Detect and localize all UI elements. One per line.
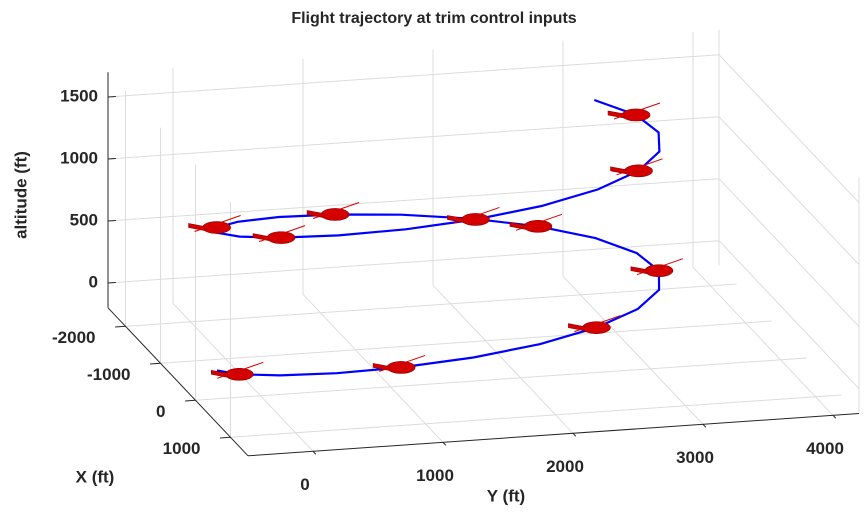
grid-line xyxy=(718,240,860,390)
grid-line xyxy=(125,283,737,327)
tick-mark xyxy=(572,432,577,437)
helicopter-tail xyxy=(630,266,648,275)
tick-mark xyxy=(150,362,161,365)
helicopter-tail xyxy=(211,369,228,378)
x-tick-label: 0 xyxy=(156,402,165,421)
x-tick-label: -2000 xyxy=(52,328,95,347)
tick-mark xyxy=(702,423,707,428)
tick-mark xyxy=(107,219,116,222)
grid-line xyxy=(302,293,444,443)
helicopter-icon xyxy=(447,206,500,226)
grid-line xyxy=(432,284,574,434)
helicopter-tail xyxy=(610,166,627,175)
helicopter-icon xyxy=(372,354,426,374)
tick-mark xyxy=(312,450,317,455)
helicopter-tail xyxy=(447,215,464,223)
tick-mark xyxy=(115,325,126,328)
chart-title: Flight trajectory at trim control inputs xyxy=(291,10,576,27)
helicopter-icon xyxy=(188,215,241,234)
helicopter-tail xyxy=(509,221,527,230)
helicopter-rotor xyxy=(194,215,241,232)
helicopter-tail xyxy=(568,323,585,332)
grid-line xyxy=(718,116,860,266)
z-tick-label: 1000 xyxy=(60,148,98,167)
z-tick-label: 500 xyxy=(70,210,98,229)
helicopter-rotor xyxy=(217,361,264,379)
y-axis-label: Y (ft) xyxy=(487,486,525,505)
x-axis-label: X (ft) xyxy=(76,467,115,486)
grid-line xyxy=(107,54,720,98)
helicopter-tail xyxy=(252,233,270,241)
helicopter-rotor xyxy=(613,102,661,120)
helicopter-rotor xyxy=(378,354,426,372)
z-tick-label: 0 xyxy=(89,272,98,291)
grid-line xyxy=(230,394,842,438)
tick-mark xyxy=(220,436,231,439)
z-axis-label: altitude (ft) xyxy=(11,151,30,239)
grid-line xyxy=(195,357,807,401)
tick-mark xyxy=(185,399,196,402)
helicopter-icon xyxy=(568,315,621,334)
grid-line xyxy=(107,178,720,222)
y-tick-label: 0 xyxy=(300,475,309,494)
helicopter-tail xyxy=(306,210,324,218)
helicopter-icon xyxy=(509,213,563,233)
helicopter-icon xyxy=(252,225,306,244)
grid-line xyxy=(692,266,834,416)
helicopter-rotor xyxy=(312,201,360,219)
helicopter-rotor xyxy=(616,158,663,176)
y-axis xyxy=(247,413,860,457)
helicopter-icon xyxy=(306,201,360,221)
y-tick-label: 2000 xyxy=(546,457,584,476)
helicopter-rotor xyxy=(636,258,684,276)
tick-mark xyxy=(107,157,116,160)
grid-line xyxy=(718,54,860,204)
helicopter-rotor xyxy=(453,206,500,224)
tick-mark xyxy=(832,414,837,419)
grid-line xyxy=(107,116,720,160)
helicopter-icon xyxy=(607,102,661,122)
x-tick-label: 1000 xyxy=(163,439,201,458)
y-tick-label: 1000 xyxy=(416,466,454,485)
helicopter-rotor xyxy=(574,315,621,333)
grid-line xyxy=(718,178,860,328)
helicopter-rotor xyxy=(258,225,306,243)
grid-line xyxy=(107,240,720,284)
x-tick-label: -1000 xyxy=(87,365,130,384)
grid-line xyxy=(160,320,772,364)
helicopter-icon xyxy=(630,258,684,277)
x-axis xyxy=(107,307,249,457)
helicopter-tail xyxy=(607,110,625,119)
tick-mark xyxy=(442,441,447,446)
tick-mark xyxy=(107,281,116,284)
y-tick-label: 3000 xyxy=(676,448,714,467)
helicopter-icon xyxy=(211,361,264,381)
tick-mark xyxy=(107,95,116,98)
helicopter-rotor xyxy=(515,213,563,231)
helicopter-tail xyxy=(188,223,205,231)
z-tick-label: 1500 xyxy=(60,86,98,105)
helicopter-icon xyxy=(610,158,663,178)
grid-line xyxy=(562,275,704,425)
y-tick-label: 4000 xyxy=(806,439,844,458)
helicopter-tail xyxy=(372,363,390,371)
